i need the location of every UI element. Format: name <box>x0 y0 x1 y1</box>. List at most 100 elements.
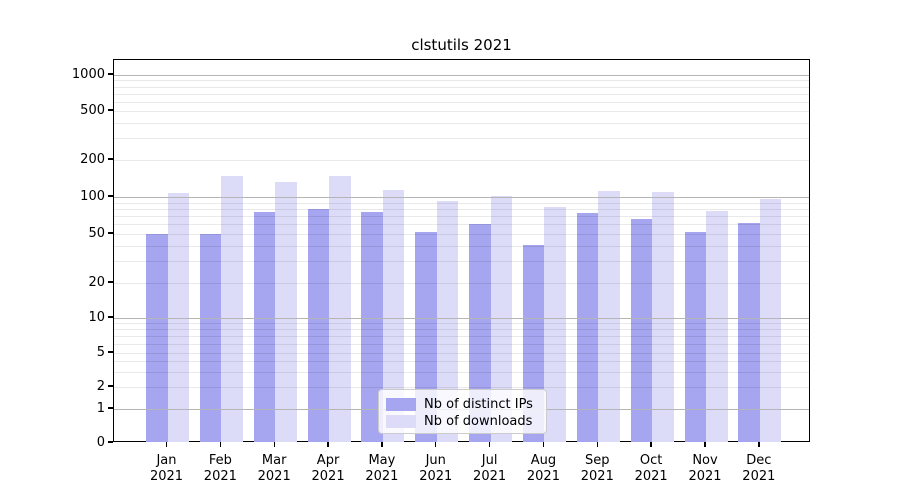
bar-downloads <box>275 181 297 442</box>
y-axis-tick-label: 500 <box>80 102 105 118</box>
y-axis-tick-label: 100 <box>80 188 105 204</box>
y-axis-tick-mark <box>108 195 113 197</box>
minor-grid-line <box>114 361 809 363</box>
x-axis-tick-label: Oct 2021 <box>634 453 668 484</box>
bar-distinct-ips <box>738 223 760 442</box>
chart-title: clstutils 2021 <box>411 36 512 54</box>
x-axis-tick-mark <box>327 442 329 447</box>
bar-distinct-ips <box>630 219 653 442</box>
minor-grid-line <box>114 261 809 263</box>
minor-grid-line <box>114 329 809 331</box>
legend-label: Nb of distinct IPs <box>424 397 533 412</box>
y-axis-tick-label: 5 <box>96 344 105 360</box>
y-axis-tick-mark <box>108 407 113 409</box>
minor-grid-line <box>114 122 809 124</box>
minor-grid-line <box>114 80 809 82</box>
x-axis-tick-label: Jun 2021 <box>419 453 453 484</box>
x-axis-tick-label: Sep 2021 <box>580 453 614 484</box>
x-axis-tick-label: Jan 2021 <box>149 453 184 484</box>
minor-grid-line <box>114 234 809 235</box>
bar-downloads <box>759 198 782 442</box>
plot-area <box>113 59 810 442</box>
y-axis-tick-label: 10 <box>88 309 105 325</box>
y-axis-tick-mark <box>108 385 113 387</box>
x-axis-tick-mark <box>650 442 652 447</box>
x-axis-tick-mark <box>758 442 760 447</box>
x-axis-tick-label: Nov 2021 <box>688 453 722 484</box>
minor-grid-line <box>114 245 809 247</box>
x-axis-tick-label: Aug 2021 <box>526 453 560 484</box>
y-axis-tick-label: 1000 <box>71 66 105 82</box>
bar-distinct-ips <box>146 234 168 442</box>
x-axis-tick-mark <box>488 442 491 447</box>
y-axis-tick-mark <box>108 73 113 75</box>
minor-grid-line <box>114 336 809 337</box>
bar-distinct-ips <box>576 213 599 442</box>
legend: Nb of distinct IPs Nb of downloads <box>378 389 547 434</box>
x-axis-tick-label: Jul 2021 <box>473 453 507 484</box>
x-axis-tick-mark <box>704 442 706 447</box>
minor-grid-line <box>114 353 809 354</box>
minor-grid-line <box>114 111 809 112</box>
x-axis-tick-label: Apr 2021 <box>311 453 345 484</box>
major-grid-line <box>114 318 809 319</box>
y-axis-tick-label: 2 <box>96 378 105 394</box>
minor-grid-line <box>114 371 809 373</box>
y-axis-tick-label: 0 <box>96 434 105 450</box>
legend-swatch <box>386 398 416 411</box>
y-axis-tick-mark <box>108 158 113 160</box>
minor-grid-line <box>114 86 809 88</box>
y-axis-tick-label: 200 <box>80 151 105 167</box>
legend-label: Nb of downloads <box>424 414 533 429</box>
minor-grid-line <box>114 160 809 161</box>
bar-distinct-ips <box>307 208 330 442</box>
bar-downloads <box>167 193 189 442</box>
minor-grid-line <box>114 216 809 218</box>
bar-distinct-ips <box>469 224 491 442</box>
major-grid-line <box>114 75 809 76</box>
y-axis-tick-label: 50 <box>88 225 105 241</box>
legend-item: Nb of downloads <box>386 413 538 430</box>
minor-grid-line <box>114 208 809 210</box>
minor-grid-line <box>114 138 809 140</box>
y-axis-tick-mark <box>108 441 113 443</box>
x-axis-tick-label: Feb 2021 <box>203 453 237 484</box>
x-axis-tick-label: May 2021 <box>365 453 399 484</box>
y-axis-tick-mark <box>108 351 113 353</box>
bar-distinct-ips <box>684 231 706 442</box>
bar-distinct-ips <box>253 212 276 442</box>
bar-downloads <box>329 175 351 442</box>
bar-downloads <box>706 210 728 442</box>
x-axis-tick-label: Dec 2021 <box>742 453 776 484</box>
x-axis-tick-mark <box>165 442 168 447</box>
x-axis-tick-mark <box>542 442 545 447</box>
minor-grid-line <box>114 93 809 95</box>
x-axis-tick-mark <box>273 442 275 447</box>
x-axis-tick-mark <box>596 442 598 447</box>
bar-downloads <box>544 206 566 442</box>
bar-distinct-ips <box>361 212 383 442</box>
x-axis-tick-mark <box>219 442 222 447</box>
minor-grid-line <box>114 387 809 388</box>
major-grid-line <box>114 197 809 198</box>
bar-distinct-ips <box>199 234 222 442</box>
bar-downloads <box>436 201 459 442</box>
legend-item: Nb of distinct IPs <box>386 396 538 413</box>
minor-grid-line <box>114 323 809 325</box>
minor-grid-line <box>114 283 809 284</box>
bar-downloads <box>382 189 405 442</box>
bar-downloads <box>221 175 243 442</box>
y-axis-tick-mark <box>108 316 113 318</box>
x-axis-tick-mark <box>435 442 437 447</box>
y-axis-tick-label: 1 <box>96 400 105 416</box>
y-axis-tick-mark <box>108 232 113 234</box>
minor-grid-line <box>114 343 809 345</box>
minor-grid-line <box>114 202 809 204</box>
y-axis-tick-mark <box>108 109 113 111</box>
bar-downloads <box>598 190 620 442</box>
y-axis-tick-label: 20 <box>88 274 105 290</box>
x-axis-tick-mark <box>381 442 383 447</box>
legend-swatch <box>386 415 416 428</box>
y-axis-tick-mark <box>108 281 113 283</box>
